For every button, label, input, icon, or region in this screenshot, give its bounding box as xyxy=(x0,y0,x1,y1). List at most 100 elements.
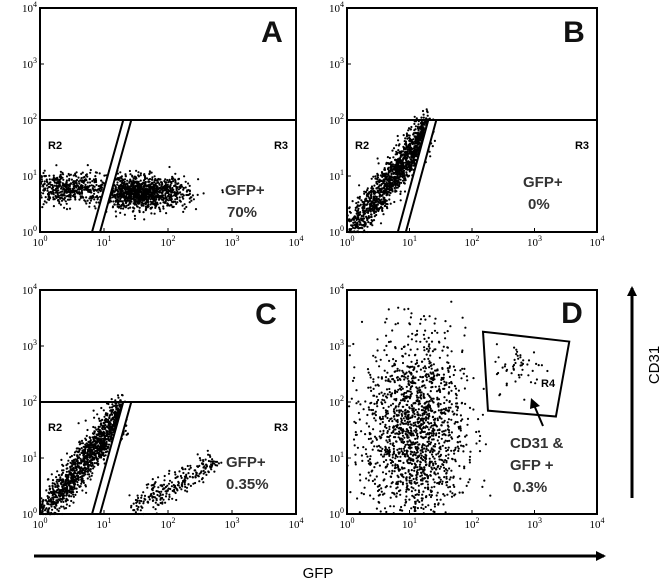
event-dot xyxy=(140,183,143,186)
event-dot xyxy=(70,462,73,465)
event-dot xyxy=(116,407,119,410)
event-dot xyxy=(77,191,81,194)
event-dot xyxy=(71,469,74,472)
event-dot xyxy=(178,199,181,202)
event-dot xyxy=(91,461,94,464)
event-dot xyxy=(77,476,80,479)
event-dot xyxy=(391,163,394,166)
event-dot xyxy=(159,196,162,199)
event-dot xyxy=(177,481,180,485)
event-dot xyxy=(84,188,87,191)
event-dot xyxy=(404,137,407,140)
event-dot xyxy=(139,194,142,197)
event-dot xyxy=(406,146,409,149)
event-dot xyxy=(120,200,123,203)
event-dot xyxy=(172,177,175,180)
event-dot xyxy=(354,224,357,227)
event-dot xyxy=(164,189,167,192)
event-dot xyxy=(417,123,420,126)
event-dot xyxy=(172,200,175,203)
event-dot xyxy=(374,175,377,178)
event-dot xyxy=(405,173,408,176)
event-dot xyxy=(177,484,180,487)
event-dot xyxy=(114,210,117,213)
event-dot xyxy=(113,203,116,206)
event-dot xyxy=(85,491,88,494)
event-dot xyxy=(153,193,156,196)
event-dot xyxy=(88,177,91,180)
event-dot xyxy=(132,177,135,180)
event-dot xyxy=(160,484,163,487)
event-dot xyxy=(130,185,133,188)
event-dot xyxy=(188,190,191,193)
event-dot xyxy=(398,178,401,181)
event-dot xyxy=(48,181,51,184)
event-dot xyxy=(130,198,133,201)
event-dot xyxy=(78,485,81,488)
event-dot xyxy=(352,221,355,224)
event-dot xyxy=(402,170,405,173)
event-dot xyxy=(396,322,400,325)
event-dot xyxy=(61,182,64,185)
event-dot xyxy=(354,461,357,464)
event-dot xyxy=(40,506,43,509)
event-dot xyxy=(47,195,50,198)
event-dot xyxy=(133,175,136,178)
event-dot xyxy=(85,468,88,471)
event-dot xyxy=(380,391,383,394)
event-dot xyxy=(391,184,394,187)
event-dot xyxy=(138,185,141,188)
event-dot xyxy=(91,187,94,190)
event-dot xyxy=(387,169,390,172)
event-dot xyxy=(115,215,118,218)
event-dot xyxy=(81,459,84,462)
event-dot xyxy=(88,475,91,478)
event-dot xyxy=(154,481,157,484)
event-dot xyxy=(389,165,392,169)
event-dot xyxy=(40,503,43,506)
event-dot xyxy=(198,472,201,475)
event-dot xyxy=(80,177,83,180)
x-tick-label: 104 xyxy=(289,234,304,249)
event-dot xyxy=(48,492,51,495)
event-dot xyxy=(173,178,177,181)
event-dot xyxy=(207,470,210,473)
event-dot xyxy=(103,435,107,438)
event-dot xyxy=(196,453,199,456)
event-dot xyxy=(152,191,155,194)
event-dot xyxy=(184,180,187,183)
event-dot xyxy=(81,196,84,199)
event-dot xyxy=(93,198,96,201)
event-dot xyxy=(137,197,140,200)
event-dot xyxy=(211,458,214,461)
event-dot xyxy=(143,173,146,176)
event-dot xyxy=(106,431,109,434)
event-dot xyxy=(76,447,79,450)
event-dot xyxy=(378,178,381,181)
event-dot xyxy=(384,204,387,207)
event-dot xyxy=(182,194,185,197)
event-dot xyxy=(78,198,81,201)
event-dot xyxy=(71,459,74,462)
event-dot xyxy=(385,181,388,184)
event-dot xyxy=(396,186,399,189)
event-dot xyxy=(88,190,91,193)
event-dot xyxy=(413,142,416,145)
event-dot xyxy=(60,187,63,190)
event-dot xyxy=(101,442,104,445)
event-dot xyxy=(412,133,415,136)
event-dot xyxy=(385,353,388,357)
event-dot xyxy=(403,153,406,156)
event-dot xyxy=(132,179,135,182)
event-dot xyxy=(407,174,411,177)
event-dot xyxy=(89,436,92,440)
y-tick-label: 104 xyxy=(22,282,37,297)
event-dot xyxy=(362,209,365,212)
event-dot xyxy=(376,174,379,177)
event-dot xyxy=(144,184,147,187)
event-dot xyxy=(145,177,149,180)
event-dot xyxy=(95,189,98,192)
gate-label-r2: R2 xyxy=(48,140,62,152)
event-dot xyxy=(60,458,63,461)
event-dot xyxy=(164,178,167,181)
